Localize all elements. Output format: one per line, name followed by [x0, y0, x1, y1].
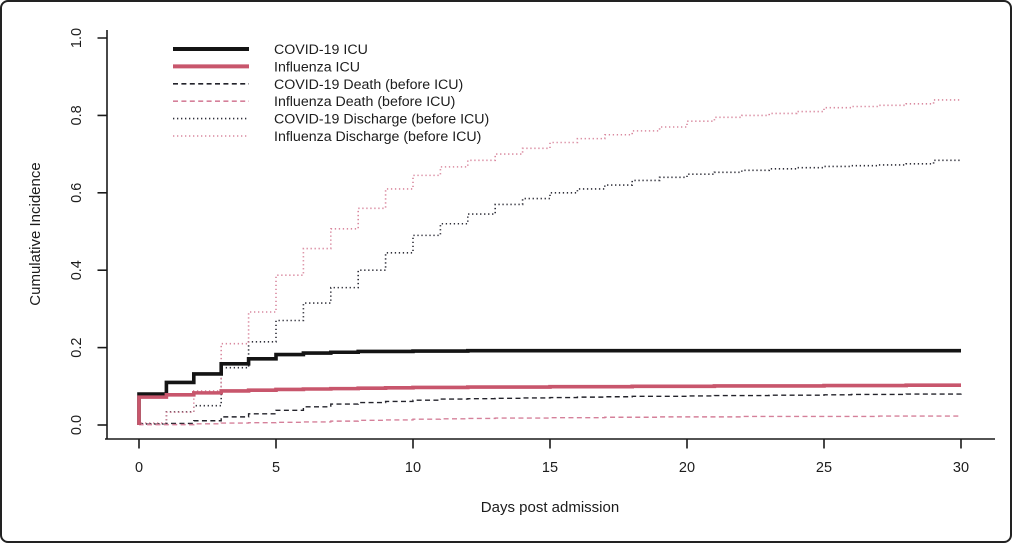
- y-tick-label: 0.8: [69, 105, 85, 125]
- series-covid-19-discharge-before-icu-: [138, 159, 962, 425]
- legend-label-covid-19-discharge-before-icu-: COVID-19 Discharge (before ICU): [274, 112, 489, 128]
- y-tick-label: 1.0: [69, 28, 85, 48]
- series-influenza-icu: [137, 383, 961, 425]
- x-tick-label: 0: [135, 460, 143, 476]
- y-tick-label: 0.6: [69, 183, 85, 203]
- x-tick-label: 10: [405, 460, 421, 476]
- legend-label-influenza-icu: Influenza ICU: [274, 59, 360, 75]
- x-tick-label: 5: [272, 460, 280, 476]
- legend-label-influenza-death-before-icu-: Influenza Death (before ICU): [274, 94, 455, 110]
- series-group: [137, 99, 962, 426]
- legend-label-influenza-discharge-before-icu-: Influenza Discharge (before ICU): [274, 129, 481, 145]
- x-tick-label: 20: [679, 460, 695, 476]
- x-axis-title: Days post admission: [481, 499, 619, 516]
- y-tick-label: 0.2: [69, 338, 85, 358]
- y-tick-label: 0.0: [69, 415, 85, 435]
- y-axis-title: Cumulative Incidence: [27, 162, 44, 305]
- x-tick-label: 30: [953, 460, 969, 476]
- series-covid-19-icu: [137, 348, 961, 425]
- legend-label-covid-19-icu: COVID-19 ICU: [274, 42, 368, 58]
- x-tick-label: 15: [542, 460, 558, 476]
- series-covid-19-death-before-icu-: [138, 393, 962, 425]
- series-influenza-death-before-icu-: [138, 415, 961, 426]
- axes-group: 0 5 10 15 20 25 30 0.0 0.2 0.4 0.6 0.8 1.0: [69, 28, 995, 476]
- x-tick-label: 25: [816, 460, 832, 476]
- y-tick-label: 0.4: [69, 260, 85, 280]
- legend-label-covid-19-death-before-icu-: COVID-19 Death (before ICU): [274, 77, 463, 93]
- series-influenza-discharge-before-icu-: [138, 99, 961, 425]
